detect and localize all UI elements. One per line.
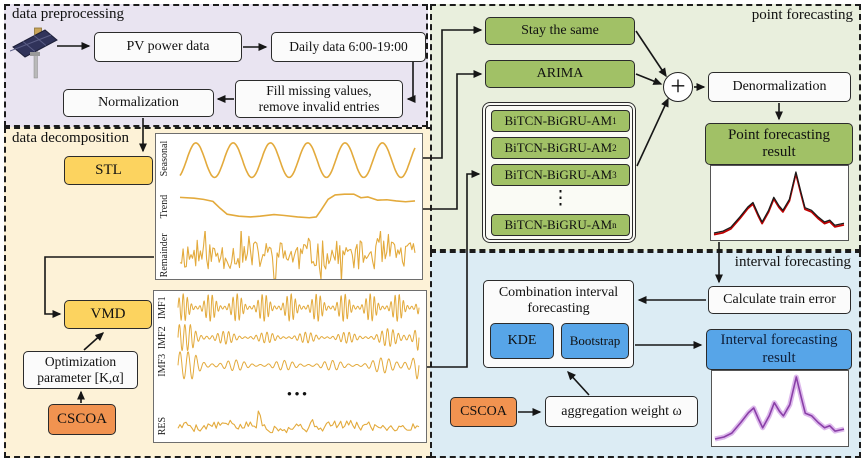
aggregation-weight-label: aggregation weight ω <box>561 403 682 419</box>
stay-the-same-box: Stay the same <box>485 17 635 45</box>
sum-node: + <box>663 72 693 102</box>
vmd-box: VMD <box>64 300 152 329</box>
normalization-label: Normalization <box>98 95 179 111</box>
model-2-subscript: 2 <box>612 142 617 153</box>
model-3-label: BiTCN-BiGRU-AM <box>504 167 613 182</box>
optimization-parameter-box: Optimization parameter [K,α] <box>23 351 138 389</box>
stl-decomposition-panel: Seasonal Trend Remainder <box>155 133 423 280</box>
cscoa-interval-label: CSCOA <box>460 404 507 420</box>
denormalization-box: Denormalization <box>708 72 851 102</box>
stay-the-same-label: Stay the same <box>521 23 599 39</box>
model-n-label: BiTCN-BiGRU-AM <box>504 217 613 232</box>
model-2-label: BiTCN-BiGRU-AM <box>504 140 613 155</box>
model-n-subscript: n <box>612 219 617 230</box>
seasonal-row: Seasonal <box>156 134 422 182</box>
combination-line2: forecasting <box>527 300 590 316</box>
point-result-line1: Point forecasting <box>727 126 831 143</box>
aggregation-weight-box: aggregation weight ω <box>545 396 698 427</box>
cscoa-box-decomposition: CSCOA <box>48 404 116 435</box>
point-result-chart <box>710 165 849 241</box>
imf2-label: IMF2 <box>157 326 168 350</box>
fill-missing-box: Fill missing values, remove invalid entr… <box>235 80 403 118</box>
point-result-curve <box>713 171 845 236</box>
daily-data-box: Daily data 6:00-19:00 <box>271 32 426 62</box>
arima-box: ARIMA <box>485 60 635 88</box>
imf1-waveform <box>177 293 420 322</box>
bitcn-model-group-inner: BiTCN-BiGRU-AM 1 BiTCN-BiGRU-AM 2 BiTCN-Bi… <box>485 105 633 240</box>
denormalization-label: Denormalization <box>732 79 827 95</box>
fill-missing-line2: remove invalid entries <box>258 99 380 114</box>
combination-interval-box: Combination interval forecasting KDE Boo… <box>483 280 634 368</box>
remainder-label: Remainder <box>159 232 170 277</box>
stl-box: STL <box>64 156 153 185</box>
model-ellipsis: ⋮ <box>551 188 570 209</box>
label-data-decomposition: data decomposition <box>12 130 130 146</box>
res-waveform <box>177 410 420 433</box>
pv-power-data-label: PV power data <box>126 39 210 55</box>
bitcn-model-1: BiTCN-BiGRU-AM 1 <box>491 110 630 132</box>
seasonal-waveform <box>179 142 416 179</box>
trend-waveform <box>179 193 416 219</box>
model-1-subscript: 1 <box>612 115 617 126</box>
point-result-line2: result <box>762 144 796 160</box>
remainder-row: Remainder <box>156 230 422 279</box>
bitcn-model-2: BiTCN-BiGRU-AM 2 <box>491 137 630 159</box>
bootstrap-box: Bootstrap <box>561 323 629 359</box>
point-result-box: Point forecasting result <box>705 123 853 165</box>
calculate-train-error-box: Calculate train error <box>708 286 851 314</box>
vmd-imf-panel: IMF1 IMF2 IMF3 ••• RES <box>153 290 427 443</box>
remainder-waveform <box>179 230 416 279</box>
vmd-label: VMD <box>90 306 126 323</box>
imf1-label: IMF1 <box>157 296 168 320</box>
imf3-label: IMF3 <box>157 354 168 378</box>
bitcn-model-n: BiTCN-BiGRU-AM n <box>491 214 630 236</box>
label-point-forecasting: point forecasting <box>751 7 853 23</box>
label-data-preprocessing: data preprocessing <box>12 6 125 22</box>
imf1-row: IMF1 <box>154 291 426 324</box>
imf3-waveform <box>177 351 420 380</box>
interval-result-box: Interval forecasting result <box>706 329 852 370</box>
trend-row: Trend <box>156 182 422 230</box>
model-3-subscript: 3 <box>612 169 617 180</box>
cscoa-box-interval: CSCOA <box>450 397 517 427</box>
bitcn-model-group: BiTCN-BiGRU-AM 1 BiTCN-BiGRU-AM 2 BiTCN-Bi… <box>482 102 636 243</box>
bitcn-model-3: BiTCN-BiGRU-AM 3 <box>491 164 630 186</box>
interval-result-line1: Interval forecasting <box>720 332 838 349</box>
daily-data-label: Daily data 6:00-19:00 <box>289 39 408 55</box>
arima-label: ARIMA <box>536 66 584 82</box>
label-interval-forecasting: interval forecasting <box>734 254 851 270</box>
pv-power-data-box: PV power data <box>94 32 242 62</box>
interval-result-chart <box>711 370 849 447</box>
calculate-train-error-label: Calculate train error <box>723 292 836 308</box>
normalization-box: Normalization <box>63 89 214 117</box>
optimization-line2: parameter [K,α] <box>37 370 124 385</box>
trend-label: Trend <box>159 194 170 219</box>
imf2-waveform <box>177 324 420 352</box>
kde-box: KDE <box>490 323 554 359</box>
seasonal-label: Seasonal <box>159 140 170 176</box>
solar-panel-icon <box>10 27 58 79</box>
res-label: RES <box>157 416 168 435</box>
imf2-row: IMF2 <box>154 324 426 352</box>
optimization-line1: Optimization <box>44 354 117 370</box>
bootstrap-label: Bootstrap <box>569 332 621 348</box>
interval-result-line2: result <box>762 349 796 366</box>
res-row: RES <box>154 409 426 442</box>
interval-result-curve <box>714 374 845 442</box>
stl-label: STL <box>95 162 122 179</box>
fill-missing-line1: Fill missing values, <box>266 83 372 99</box>
model-1-label: BiTCN-BiGRU-AM <box>504 113 613 128</box>
kde-label: KDE <box>507 333 537 349</box>
imf3-row: IMF3 <box>154 351 426 380</box>
cscoa-label: CSCOA <box>56 411 108 428</box>
combination-line1: Combination interval <box>498 285 619 300</box>
imf-ellipsis: ••• <box>287 386 310 402</box>
